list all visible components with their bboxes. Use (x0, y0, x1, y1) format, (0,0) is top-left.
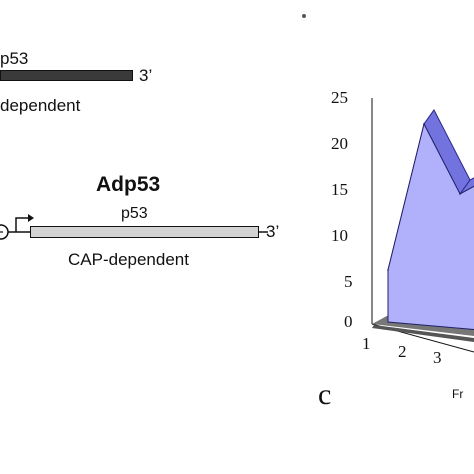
bottom-construct-gene-label: p53 (121, 205, 148, 222)
y-tick-label: 20 (331, 134, 348, 153)
x-tick-label: 3 (433, 348, 442, 367)
x-tick-label: 1 (362, 334, 371, 353)
top-construct-3prime-label: 3’ (139, 66, 153, 85)
top-construct-gene-label: p53 (0, 49, 29, 68)
plot-floor-edge (372, 325, 474, 342)
y-tick-label: 25 (331, 88, 348, 107)
x-tick-label: 2 (398, 342, 407, 361)
top-construct-caption: dependent (0, 96, 81, 115)
x-axis-title-fragment: Fr (452, 387, 464, 401)
construct-title: Adp53 (96, 173, 161, 196)
surface-front-area (387, 122, 474, 330)
y-tick-label: 10 (331, 226, 348, 245)
data-point (423, 123, 425, 125)
promoter-icon (0, 214, 34, 240)
bottom-construct-caption: CAP-dependent (68, 250, 189, 269)
top-construct-bar (0, 70, 133, 81)
data-point (459, 193, 461, 195)
y-tick-label: 0 (344, 312, 353, 331)
y-tick-label: 15 (331, 180, 348, 199)
bottom-construct-3prime-label: 3’ (266, 222, 280, 241)
bottom-construct-bar (30, 226, 259, 238)
panel-label: c (318, 378, 332, 411)
y-tick-label: 5 (344, 272, 353, 291)
stray-dot (302, 14, 306, 18)
bottom-construct-tail-line (258, 231, 268, 233)
data-point (387, 269, 389, 271)
3d-area-plot (371, 98, 474, 353)
